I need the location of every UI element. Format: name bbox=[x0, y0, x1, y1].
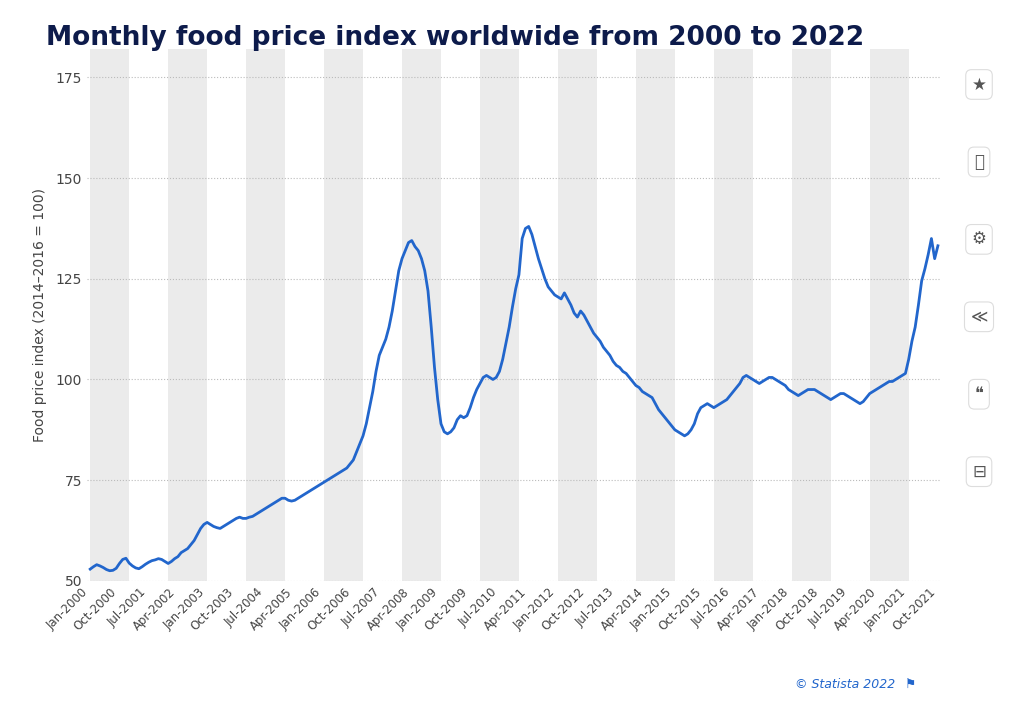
Text: ⚙: ⚙ bbox=[972, 230, 986, 249]
Bar bbox=[247, 49, 285, 581]
Y-axis label: Food price index (2014–2016 = 100): Food price index (2014–2016 = 100) bbox=[34, 188, 47, 442]
Text: ≪: ≪ bbox=[971, 308, 987, 326]
Text: 🔔: 🔔 bbox=[974, 153, 984, 171]
Bar bbox=[636, 49, 675, 581]
Bar bbox=[324, 49, 363, 581]
Text: Monthly food price index worldwide from 2000 to 2022: Monthly food price index worldwide from … bbox=[46, 25, 864, 51]
Text: ★: ★ bbox=[972, 75, 986, 94]
Bar bbox=[870, 49, 908, 581]
Bar bbox=[714, 49, 753, 581]
Bar bbox=[558, 49, 596, 581]
Bar bbox=[168, 49, 207, 581]
Bar bbox=[480, 49, 519, 581]
Bar bbox=[402, 49, 441, 581]
Bar bbox=[792, 49, 831, 581]
Text: © Statista 2022: © Statista 2022 bbox=[795, 679, 895, 691]
Text: ⊟: ⊟ bbox=[972, 463, 986, 481]
Bar bbox=[90, 49, 129, 581]
Text: ⚑: ⚑ bbox=[905, 679, 917, 691]
Text: ❝: ❝ bbox=[975, 385, 983, 403]
